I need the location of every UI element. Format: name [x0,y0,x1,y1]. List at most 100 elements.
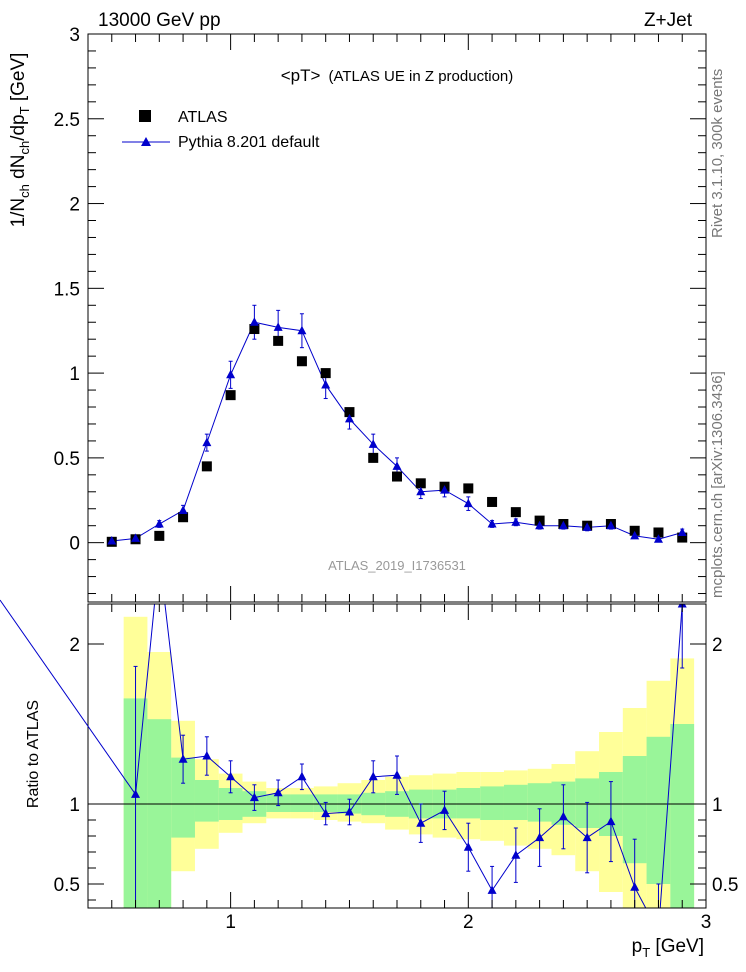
atlas-point [273,335,284,346]
pythia-point [344,413,354,423]
legend-marker-atlas [139,110,151,122]
ratio-point [368,771,378,781]
ratio-point [178,754,188,763]
uncertainty-band-inner [670,724,695,908]
ratio-y-tick-label-right: 1 [712,795,723,816]
legend: ATLAS Pythia 8.201 default [122,109,320,151]
uncertainty-band-inner [456,788,481,819]
uncertainty-band-inner [622,756,647,864]
atlas-point [201,461,212,472]
x-axis-label: pT [GeV] [632,936,704,960]
uncertainty-band-inner [480,786,504,820]
pythia-point [487,519,497,528]
atlas-point [415,478,426,489]
ratio-point [535,832,545,842]
header-right: Z+Jet [644,10,693,31]
ratio-y-axis-label: Ratio to ATLAS [25,700,42,808]
atlas-point [487,496,498,507]
uncertainty-band-inner [527,783,552,822]
y-axis-label: 1/Nch dNch/dpT [GeV] [8,53,32,228]
ratio-point [392,770,402,779]
y-tick-label: 0 [69,534,80,555]
ratio-plot-axes: 0.5 0.5 1 1 2 2 1 2 3 [54,604,738,933]
ratio-y-tick-label-right: 2 [712,635,723,656]
ratio-plot-panel: 0.5 0.5 1 1 2 2 1 2 3 Ratio to ATLAS pT [GeV] [25,603,738,960]
atlas-point [392,471,402,482]
ratio-point [440,805,450,814]
atlas-point [296,356,307,367]
header-left: 13000 GeV pp [98,10,221,31]
atlas-point [629,525,640,536]
x-tick-label: 3 [701,912,712,933]
y-tick-label: 2 [69,195,80,216]
pythia-point [653,534,663,543]
pythia-point [463,498,473,508]
atlas-point [344,407,355,418]
y-tick-label: 1.5 [54,279,80,300]
ratio-point [558,811,568,821]
pythia-point [511,517,521,526]
chart-subtitle: (ATLAS UE in Z production) [328,68,513,85]
pythia-point [154,519,164,528]
atlas-point [225,390,236,401]
uncertainty-band-inner [503,784,528,820]
ratio-point [654,927,663,936]
ratio-point [487,885,497,894]
pythia-point [107,535,117,545]
y-tick-label: 2.5 [54,110,80,131]
pythia-point [297,325,307,335]
side-text-bottom: mcplots.cern.ch [arXiv:1306.3436] [709,371,726,598]
uncertainty-band-inner [290,794,314,812]
pythia-point [249,317,259,326]
ratio-line [135,604,683,908]
y-tick-label: 3 [69,25,80,46]
pythia-point [535,520,545,530]
pythia-line [111,321,683,542]
ratio-y-tick-label-right: 0.5 [712,875,738,896]
legend-marker-pythia [141,137,151,146]
ratio-offscale-segment [0,599,136,795]
y-tick-label: 1 [69,364,80,385]
pythia-point [558,520,568,530]
ratio-point [463,842,473,851]
main-plot-axes: 0 0.5 1 1.5 2 2.5 3 [54,25,706,602]
pythia-point [226,369,236,379]
uncertainty-band-inner [147,719,172,908]
ratio-point [226,771,236,781]
pythia-point [416,486,426,496]
pythia-point [392,461,402,470]
ratio-point [416,818,426,827]
atlas-point [154,530,165,541]
atlas-point [178,512,189,523]
x-tick-label: 2 [463,912,474,933]
pythia-point [321,379,331,389]
side-text-top: Rivet 3.1.10, 300k events [709,69,726,238]
pythia-point [630,530,640,540]
pythia-point [273,322,283,331]
pythia-point [368,439,378,448]
atlas-point [368,452,379,463]
analysis-watermark: ATLAS_2019_I1736531 [328,558,466,573]
ratio-y-tick-label: 1 [69,795,80,816]
ratio-offscale-line [0,599,136,795]
ratio-plot-data [88,604,706,936]
atlas-point [677,532,688,543]
pythia-point [131,533,141,542]
pythia-point [582,522,592,531]
pythia-point [440,485,450,494]
atlas-point [463,483,474,494]
main-plot-data [106,304,688,547]
ratio-point [511,850,521,859]
pythia-point [202,437,212,447]
atlas-point [653,527,664,538]
ratio-y-tick-label: 2 [69,635,80,656]
ratio-point [297,771,307,781]
ratio-point [582,832,592,842]
legend-label-pythia: Pythia 8.201 default [178,134,320,151]
ratio-point [606,816,616,826]
pythia-point [606,520,616,530]
atlas-point [249,324,260,335]
ratio-y-tick-label: 0.5 [54,875,80,896]
ratio-point [321,808,331,818]
